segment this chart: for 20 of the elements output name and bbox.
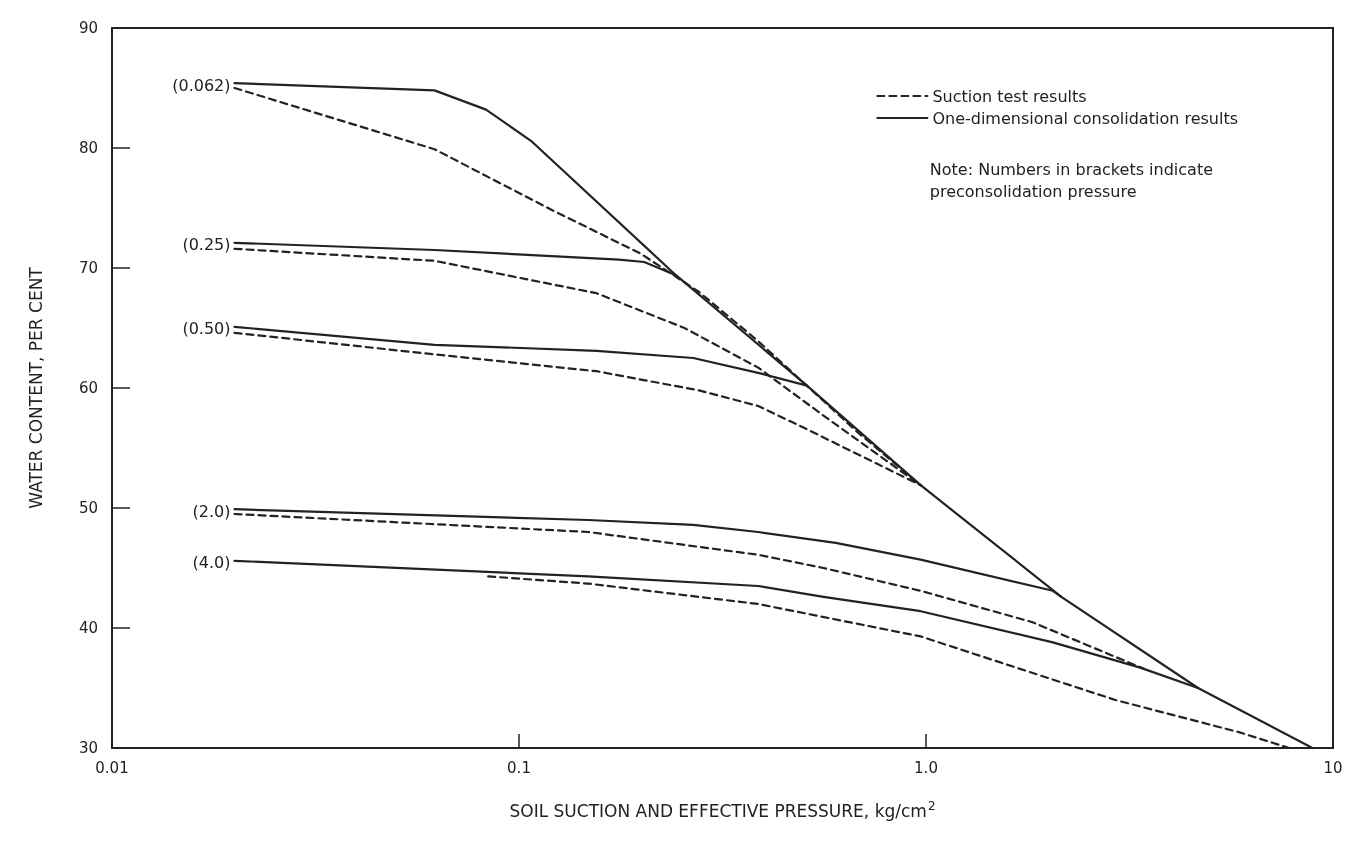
- y-tick-label: 50: [78, 499, 98, 517]
- y-tick-label: 80: [78, 139, 98, 157]
- annotation: (4.0): [192, 553, 231, 573]
- annotation: (2.0): [192, 501, 231, 521]
- x-tick-label: 0.1: [507, 758, 531, 777]
- annotation: (0.062): [172, 75, 231, 95]
- legend-label: Suction test results: [932, 86, 1087, 106]
- y-tick-label: 90: [78, 19, 98, 37]
- annotation: Note: Numbers in brackets indicate preconsolidation pressure: [929, 159, 1214, 201]
- y-axis-title: WATER CONTENT, PER CENT: [25, 266, 46, 509]
- x-tick-label: 10: [1323, 758, 1343, 777]
- legend-label: One-dimensional consolidation results: [932, 108, 1238, 128]
- y-tick-label: 60: [78, 379, 98, 397]
- y-tick-label: 40: [78, 619, 98, 637]
- annotation: (0.50): [182, 319, 231, 339]
- x-tick-label: 1.0: [914, 758, 938, 777]
- y-tick-label: 30: [78, 739, 98, 757]
- annotation: (0.25): [182, 235, 231, 255]
- x-tick-label: 0.01: [95, 758, 129, 777]
- y-tick-label: 70: [78, 259, 98, 277]
